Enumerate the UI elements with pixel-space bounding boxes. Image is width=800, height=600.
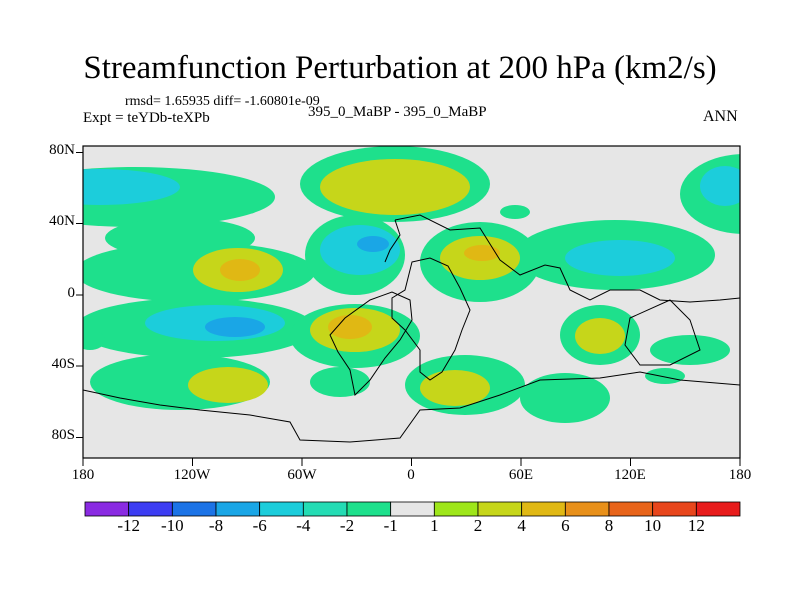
colorbar-box — [128, 501, 173, 517]
y-tick-label: 80N — [49, 142, 75, 158]
colorbar-box — [259, 501, 304, 517]
contour-atl-low — [320, 225, 400, 275]
colorbar-label: 10 — [644, 516, 662, 535]
contour-sa-core — [328, 315, 372, 339]
colorbar-box — [302, 501, 348, 517]
y-tick-label: 80S — [51, 427, 75, 443]
season-label: ANN — [703, 108, 738, 125]
coast-australia — [624, 299, 701, 366]
x-tick-label: 120W — [173, 467, 211, 483]
colorbar-box — [390, 501, 435, 517]
y-tick-label: 0 — [67, 285, 76, 301]
colorbar-box — [608, 501, 654, 517]
contour-io-high — [575, 318, 625, 354]
contour-level-pos-strong — [220, 245, 500, 339]
contour-level-neg — [83, 166, 740, 341]
colorbar-box — [433, 501, 479, 517]
contour-west-edge — [83, 330, 105, 350]
colorbar-box — [215, 501, 261, 517]
colorbar — [84, 501, 741, 517]
plot-title: Streamfunction Perturbation at 200 hPa (… — [83, 50, 717, 86]
contour-level-neg-strong — [205, 236, 389, 337]
experiment-line: Expt = teYDb-teXPb — [83, 110, 210, 126]
x-tick-label: 120E — [614, 467, 646, 483]
contour-so1-high — [188, 367, 268, 403]
coast-eurasia — [394, 214, 740, 303]
colorbar-label: -2 — [339, 516, 355, 535]
contour-aus — [650, 335, 730, 365]
contour-sp-core — [205, 317, 265, 337]
stats-line: rmsd= 1.65935 diff= -1.60801e-09 — [125, 94, 320, 109]
case-line: 395_0_MaBP - 395_0_MaBP — [308, 104, 487, 120]
coast-antarctica — [83, 371, 740, 443]
colorbar-box — [564, 501, 610, 517]
contour-nz — [645, 368, 685, 384]
colorbar-label: -1 — [383, 516, 398, 535]
colorbar-label: -12 — [117, 516, 140, 535]
colorbar-box — [171, 501, 217, 517]
y-tick-label: 40N — [49, 213, 75, 229]
coast-north-america — [384, 219, 401, 263]
contour-eu-core — [464, 245, 500, 261]
x-tick-label: 180 — [728, 467, 752, 483]
colorbar-label: -6 — [252, 516, 267, 535]
y-tick-label: 40S — [51, 356, 75, 372]
coast-africa — [391, 257, 471, 381]
contour-so4 — [310, 367, 370, 397]
contour-so3 — [520, 373, 610, 423]
contour-nam-core — [220, 259, 260, 281]
colorbar-box — [84, 501, 130, 517]
contour-np-low — [83, 169, 180, 205]
colorbar-label: 12 — [687, 516, 705, 535]
x-tick-label: 180 — [71, 467, 95, 483]
contour-na-high — [320, 159, 470, 215]
contour-islet — [500, 205, 530, 219]
coastlines — [83, 214, 740, 443]
colorbar-box — [695, 501, 741, 517]
colorbar-box — [346, 501, 392, 517]
colorbar-box — [652, 501, 697, 517]
colorbar-label: 6 — [561, 516, 570, 535]
contour-asia-low — [565, 240, 675, 276]
colorbar-label: 4 — [517, 516, 526, 535]
axis-ticks — [76, 152, 741, 466]
colorbar-box — [521, 501, 566, 517]
contour-so2-high — [420, 370, 490, 406]
contour-np-east-low — [700, 166, 740, 206]
colorbar-label: 8 — [604, 516, 614, 535]
colorbar-label: -10 — [160, 516, 184, 535]
colorbar-label: -8 — [208, 516, 224, 535]
colorbar-box — [477, 501, 523, 517]
x-tick-label: 60E — [508, 467, 534, 483]
x-tick-label: 0 — [407, 467, 415, 483]
contour-field — [83, 146, 740, 458]
colorbar-label: 1 — [430, 516, 439, 535]
x-tick-label: 60W — [287, 467, 317, 483]
colorbar-label: -4 — [296, 516, 311, 535]
coast-south-america — [329, 291, 413, 397]
contour-atl-core — [357, 236, 389, 252]
colorbar-label: 2 — [473, 516, 483, 535]
